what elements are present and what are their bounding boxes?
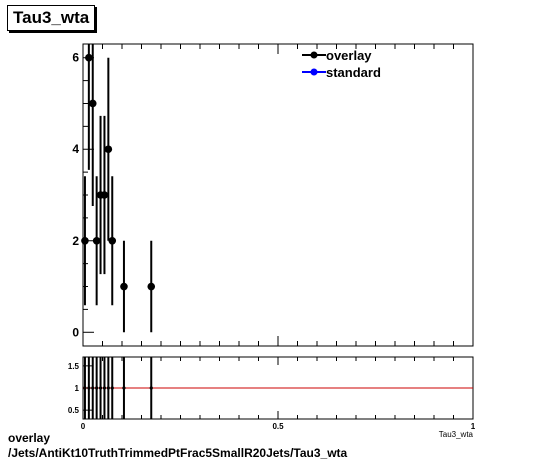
legend-marker-overlay (310, 51, 318, 59)
chart-title: Tau3_wta (7, 5, 96, 31)
data-point (120, 282, 128, 291)
footer-label-overlay: overlay (8, 431, 51, 445)
data-point (85, 53, 93, 62)
ratio-x-tick-label: 0 (81, 422, 86, 431)
main-plot-frame (82, 43, 474, 347)
x-axis-label: Tau3_wta (439, 430, 474, 439)
ratio-x-tick-label: 1 (471, 422, 476, 431)
ratio-point (98, 386, 103, 390)
y-tick-label-4: 4 (72, 142, 79, 156)
ratio-point (106, 386, 110, 390)
ratio-point (83, 386, 87, 390)
ratio-point (95, 386, 99, 390)
data-point (100, 191, 109, 199)
ratio-point (122, 386, 126, 390)
ratio-point (110, 386, 114, 390)
data-point (104, 145, 113, 154)
ratio-point (87, 386, 91, 390)
legend-label-overlay: overlay (326, 48, 372, 63)
ratio-y-tick-label: 1.5 (68, 362, 80, 371)
y-tick-label-2: 2 (72, 234, 79, 248)
footer-label-path: /Jets/AntiKt10TruthTrimmedPtFrac5SmallR2… (8, 446, 348, 460)
legend-label-standard: standard (326, 65, 381, 80)
ratio-x-tick-label: 0.5 (272, 422, 284, 431)
data-point (92, 236, 101, 245)
data-point (88, 99, 97, 108)
ratio-point (149, 386, 153, 390)
ratio-point (91, 386, 95, 390)
data-point (81, 236, 89, 245)
y-tick-label-0: 0 (72, 325, 79, 339)
ratio-y-tick-label: 0.5 (68, 406, 80, 415)
legend-marker-standard (310, 68, 318, 76)
data-point (108, 236, 117, 245)
y-tick-label-6: 6 (72, 51, 79, 65)
ratio-y-tick-label: 1 (75, 384, 80, 393)
ratio-point (102, 386, 107, 390)
data-point (147, 282, 156, 291)
